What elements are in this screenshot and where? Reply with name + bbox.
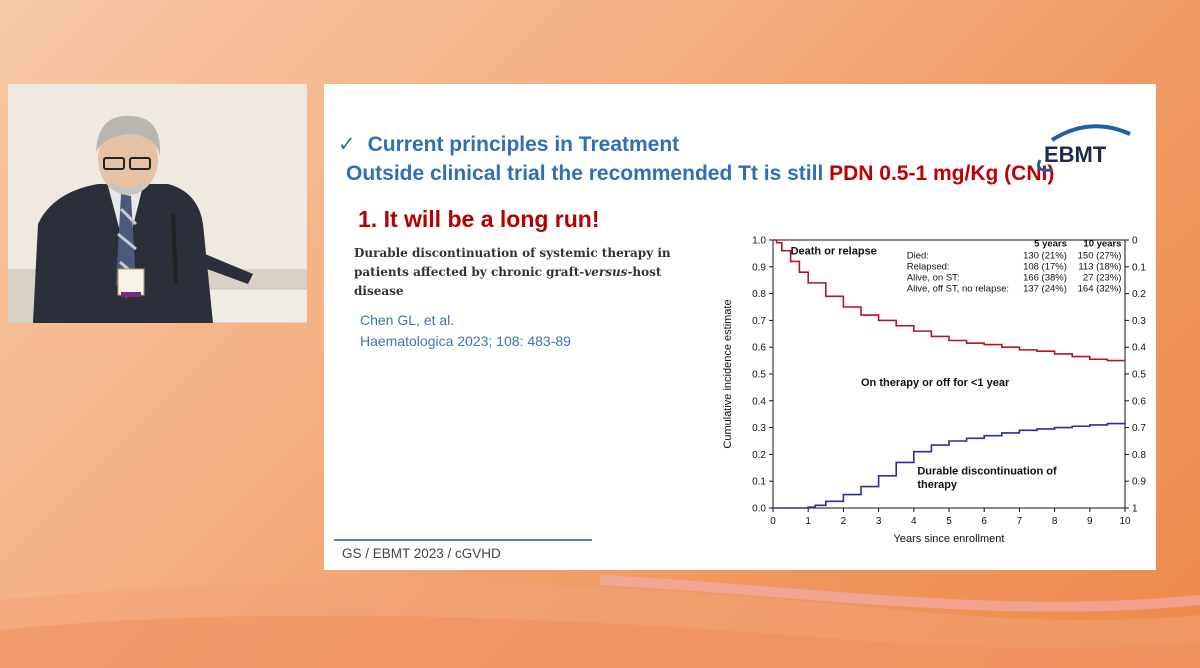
legend-cell: 164 (32%) xyxy=(1078,284,1122,295)
chart-annotation: On therapy or off for <1 year xyxy=(861,377,1010,389)
legend-cell: 113 (18%) xyxy=(1078,262,1121,273)
x-tick-label: 7 xyxy=(1017,516,1023,527)
y-tick-label-left: 0.5 xyxy=(752,370,766,381)
chart-annotation: Durable discontinuation of xyxy=(917,466,1057,478)
legend-header: 5 years xyxy=(1034,239,1067,250)
legend-cell: 137 (24%) xyxy=(1023,284,1067,295)
series-line-1 xyxy=(773,239,1125,362)
chart-annotation: Death or relapse xyxy=(791,246,877,258)
speaker-illustration xyxy=(8,84,307,323)
citation-authors: Chen GL, et al. xyxy=(360,312,455,328)
y-tick-label-left: 0.4 xyxy=(752,396,766,407)
y-tick-label-right: 1 xyxy=(1132,504,1138,515)
speaker-video xyxy=(8,84,307,323)
legend-cell: 108 (17%) xyxy=(1023,262,1067,273)
x-tick-label: 10 xyxy=(1119,516,1131,527)
y-tick-label-left: 0.8 xyxy=(752,289,766,300)
x-tick-label: 8 xyxy=(1052,516,1058,527)
legend-cell: 130 (21%) xyxy=(1023,251,1067,262)
x-tick-label: 9 xyxy=(1087,516,1093,527)
y-tick-label-left: 0.2 xyxy=(752,450,766,461)
chart-annotation: therapy xyxy=(917,479,958,491)
y-tick-label-right: 0.2 xyxy=(1132,289,1146,300)
legend-cell: 27 (23%) xyxy=(1083,273,1122,284)
series-line-2 xyxy=(773,422,1126,509)
legend-cell: Alive, off ST, no relapse: xyxy=(907,284,1009,295)
legend-cell: 150 (27%) xyxy=(1078,251,1122,262)
y-tick-label-left: 0.9 xyxy=(752,262,766,273)
paper-title-pre: Durable discontinuation of systemic ther… xyxy=(354,246,671,279)
logo-text: EBMT xyxy=(1044,142,1107,167)
x-tick-label: 1 xyxy=(805,516,811,527)
footer-divider xyxy=(334,539,592,541)
title-line2-prefix: Outside clinical trial the recommended T… xyxy=(346,162,830,185)
paper-title: Durable discontinuation of systemic ther… xyxy=(354,244,699,301)
citation: Chen GL, et al. Haematologica 2023; 108:… xyxy=(360,310,571,352)
y-tick-label-left: 0.1 xyxy=(752,477,766,488)
x-tick-label: 4 xyxy=(911,516,917,527)
x-tick-label: 2 xyxy=(841,516,847,527)
chart-series xyxy=(773,239,1126,509)
title-line1-text: Current principles in Treatment xyxy=(367,133,680,156)
y-tick-label-right: 0 xyxy=(1132,236,1138,247)
y-tick-label-right: 0.7 xyxy=(1132,423,1146,434)
y-tick-label-right: 0.1 xyxy=(1132,262,1146,273)
x-tick-label: 0 xyxy=(770,516,776,527)
citation-journal: Haematologica 2023; 108: 483-89 xyxy=(360,333,571,349)
y-axis-label: Cumulative incidence estimate xyxy=(722,299,734,448)
presentation-slide: ✓ Current principles in Treatment Outside… xyxy=(324,84,1156,570)
y-tick-label-right: 0.4 xyxy=(1132,343,1146,354)
paper-title-italic: versus xyxy=(584,265,628,279)
x-tick-label: 3 xyxy=(876,516,882,527)
legend-cell: 166 (38%) xyxy=(1023,273,1067,284)
y-tick-label-right: 0.9 xyxy=(1132,477,1146,488)
y-tick-label-right: 0.3 xyxy=(1132,316,1146,327)
background-wave xyxy=(0,575,1200,668)
legend-cell: Alive, on ST: xyxy=(907,273,960,284)
check-icon: ✓ xyxy=(338,133,356,156)
y-tick-label-right: 0.8 xyxy=(1132,450,1146,461)
ebmt-logo: EBMT xyxy=(1037,124,1131,172)
chart-legend-table: 5 years 10 years Died: 130 (21%) 150 (27%) Re… xyxy=(907,239,1122,295)
legend-header: 10 years xyxy=(1083,239,1121,250)
chart-annotations: Death or relapse On therapy or off for <1… xyxy=(791,246,1057,491)
y-tick-label-right: 0.5 xyxy=(1132,370,1146,381)
x-tick-label: 5 xyxy=(946,516,952,527)
slide-title-line1: ✓ Current principles in Treatment xyxy=(338,132,679,157)
title-line2-highlight: PDN 0.5-1 mg/Kg (CNI) xyxy=(829,162,1055,185)
y-tick-label-left: 0.0 xyxy=(752,504,766,515)
legend-cell: Died: xyxy=(907,251,929,262)
x-axis-label: Years since enrollment xyxy=(894,533,1005,545)
chart-ticks: 0 1 2 3 4 5 6 7 8 9 100.00.10.20.30.40.50.60.70.80… xyxy=(752,236,1146,528)
y-tick-label-right: 0.6 xyxy=(1132,396,1146,407)
y-tick-label-left: 0.6 xyxy=(752,343,766,354)
slide-title-line2: Outside clinical trial the recommended T… xyxy=(346,162,1054,186)
y-tick-label-left: 1.0 xyxy=(752,236,766,247)
legend-cell: Relapsed: xyxy=(907,262,950,273)
x-tick-label: 6 xyxy=(981,516,987,527)
slide-heading: 1. It will be a long run! xyxy=(358,206,600,232)
cumulative-incidence-chart: 0 1 2 3 4 5 6 7 8 9 100.00.10.20.30.40.50.60.70.80… xyxy=(722,236,1146,546)
paper-title-post: -host disease xyxy=(354,265,662,298)
y-tick-label-left: 0.3 xyxy=(752,423,766,434)
y-tick-label-left: 0.7 xyxy=(752,316,766,327)
slide-footer: GS / EBMT 2023 / cGVHD xyxy=(342,546,501,561)
